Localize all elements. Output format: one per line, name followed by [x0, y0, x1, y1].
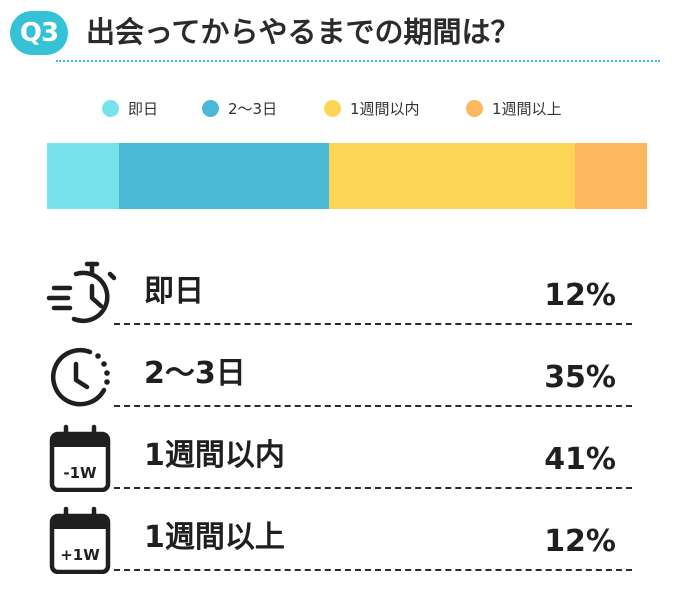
bar-segment-4 — [575, 143, 647, 209]
calendar-icon: -1W — [49, 424, 111, 492]
clock-icon — [51, 347, 110, 407]
row-label: 2〜3日 — [144, 356, 246, 391]
legend-swatch — [202, 100, 219, 117]
row-dashed-rule — [114, 487, 632, 489]
row-label: 即日 — [144, 274, 204, 309]
row-value: 12% — [544, 524, 616, 559]
legend-label: 1週間以内 — [350, 100, 420, 118]
calendar-icon-text: +1W — [60, 546, 100, 564]
legend-label: 1週間以上 — [492, 100, 562, 118]
result-rows: 即日 12% 2〜3日 35% -1W 1週間以 — [46, 256, 636, 586]
bar-segment-3 — [329, 143, 575, 209]
chart-legend: 即日 2〜3日 1週間以内 1週間以上 — [102, 98, 622, 120]
legend-swatch — [324, 100, 341, 117]
row-value: 12% — [544, 278, 616, 313]
question-number-badge: Q3 — [10, 11, 68, 55]
header-dotted-rule — [56, 60, 660, 62]
legend-label: 即日 — [128, 100, 159, 118]
result-row-2-3-days: 2〜3日 35% — [46, 338, 636, 414]
calendar-icon-text: -1W — [63, 464, 97, 482]
row-label: 1週間以内 — [144, 438, 285, 473]
stopwatch-icon — [46, 261, 116, 324]
row-value: 41% — [544, 442, 616, 477]
question-title: 出会ってからやるまでの期間は？ — [86, 15, 520, 49]
calendar-icon: +1W — [49, 506, 111, 574]
row-value: 35% — [544, 360, 616, 395]
result-row-within-week: -1W 1週間以内 41% — [46, 420, 636, 496]
legend-swatch — [102, 100, 119, 117]
result-row-over-week: +1W 1週間以上 12% — [46, 502, 636, 578]
row-label: 1週間以上 — [144, 520, 285, 555]
bar-segment-2 — [119, 143, 329, 209]
question-header: Q3 出会ってからやるまでの期間は？ — [10, 8, 660, 62]
row-dashed-rule — [114, 405, 632, 407]
stacked-bar-chart — [47, 143, 647, 209]
legend-label: 2〜3日 — [228, 100, 278, 118]
row-dashed-rule — [114, 569, 632, 571]
bar-segment-1 — [47, 143, 119, 209]
legend-swatch — [466, 100, 483, 117]
result-row-same-day: 即日 12% — [46, 256, 636, 332]
stacked-bar-svg — [47, 143, 647, 209]
row-dashed-rule — [114, 323, 632, 325]
